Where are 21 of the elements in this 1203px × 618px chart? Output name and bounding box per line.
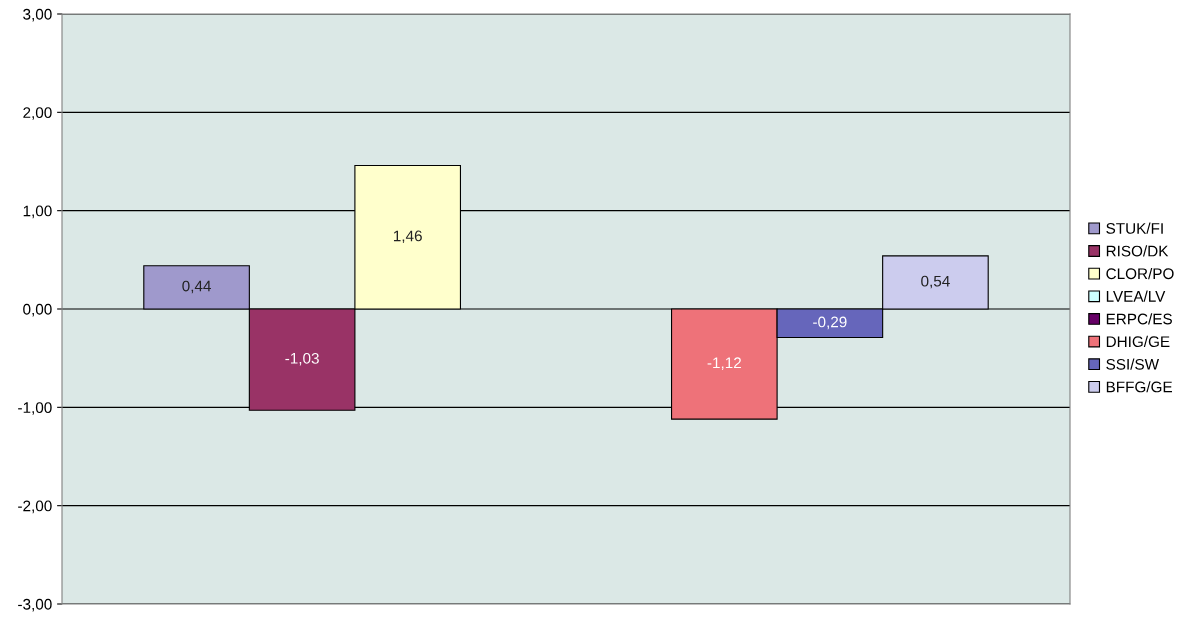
data-label: 0,54 bbox=[921, 275, 950, 289]
data-label: -0,29 bbox=[813, 316, 847, 330]
legend-label: RISO/DK bbox=[1106, 245, 1169, 257]
legend-label: STUK/FI bbox=[1106, 222, 1163, 234]
legend-label: DHIG/GE bbox=[1106, 335, 1170, 348]
y-tick-label: 2,00 bbox=[23, 107, 52, 120]
y-tick-label: -2,00 bbox=[18, 500, 52, 514]
y-tick-label: 1,00 bbox=[23, 205, 52, 219]
legend-label: SSI/SW bbox=[1106, 358, 1160, 370]
data-label: -1,03 bbox=[285, 352, 319, 366]
data-label: -1,12 bbox=[707, 357, 741, 370]
legend-label: BFFG/GE bbox=[1106, 381, 1172, 393]
y-tick-label: 0,00 bbox=[23, 303, 52, 317]
data-label: 1,46 bbox=[393, 230, 422, 244]
legend-label: CLOR/PO bbox=[1106, 267, 1174, 280]
legend-label: ERPC/ES bbox=[1106, 313, 1172, 325]
data-label: 0,44 bbox=[182, 280, 211, 294]
y-tick-label: -3,00 bbox=[18, 598, 52, 612]
y-tick-label: -1,00 bbox=[18, 402, 52, 415]
legend-label: LVEA/LV bbox=[1106, 290, 1166, 302]
y-tick-label: 3,00 bbox=[23, 8, 52, 22]
